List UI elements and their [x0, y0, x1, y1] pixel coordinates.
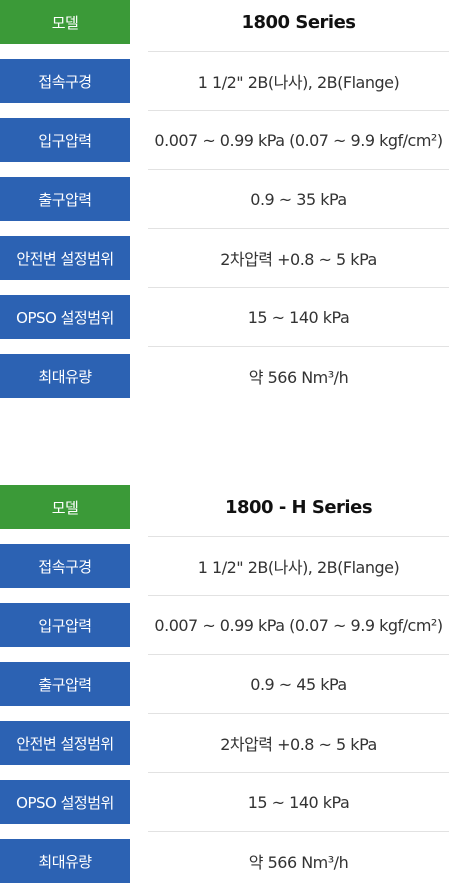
row-divider [148, 536, 449, 537]
spec-value: 0.007 ~ 0.99 kPa (0.07 ~ 9.9 kgf/cm²) [154, 615, 443, 635]
spec-value: 0.007 ~ 0.99 kPa (0.07 ~ 9.9 kgf/cm²) [154, 130, 443, 150]
spec-value: 15 ~ 140 kPa [247, 307, 350, 327]
spec-value: 2차압력 +0.8 ~ 5 kPa [220, 250, 377, 269]
spec-value: 1 1/2" 2B(나사), 2B(Flange) [197, 558, 400, 577]
spec-value: 약 566 Nm³/h [248, 853, 349, 872]
spec-label: 입구압력 [0, 603, 130, 647]
model-label: 모델 [0, 0, 130, 44]
model-value: 1800 - H Series [224, 496, 373, 518]
row-divider [148, 228, 449, 229]
spec-label: 접속구경 [0, 544, 130, 588]
model-value: 1800 Series [241, 11, 356, 33]
spec-label: 최대유량 [0, 839, 130, 883]
row-divider [148, 831, 449, 832]
spec-value: 약 566 Nm³/h [248, 368, 349, 387]
spec-value: 1 1/2" 2B(나사), 2B(Flange) [197, 73, 400, 92]
spec-label: 출구압력 [0, 662, 130, 706]
row-divider [148, 346, 449, 347]
spec-label: 안전변 설정범위 [0, 236, 130, 280]
row-divider [148, 287, 449, 288]
row-divider [148, 169, 449, 170]
row-divider [148, 595, 449, 596]
spec-label: OPSO 설정범위 [0, 780, 130, 824]
row-divider [148, 654, 449, 655]
row-divider [148, 772, 449, 773]
model-label: 모델 [0, 485, 130, 529]
spec-label: 최대유량 [0, 354, 130, 398]
row-divider [148, 51, 449, 52]
row-divider [148, 110, 449, 111]
spec-label: OPSO 설정범위 [0, 295, 130, 339]
spec-value: 15 ~ 140 kPa [247, 792, 350, 812]
spec-label: 안전변 설정범위 [0, 721, 130, 765]
row-divider [148, 713, 449, 714]
spec-label: 출구압력 [0, 177, 130, 221]
spec-value: 0.9 ~ 35 kPa [250, 189, 347, 209]
spec-value: 0.9 ~ 45 kPa [250, 674, 347, 694]
spec-label: 접속구경 [0, 59, 130, 103]
spec-value: 2차압력 +0.8 ~ 5 kPa [220, 735, 377, 754]
spec-label: 입구압력 [0, 118, 130, 162]
